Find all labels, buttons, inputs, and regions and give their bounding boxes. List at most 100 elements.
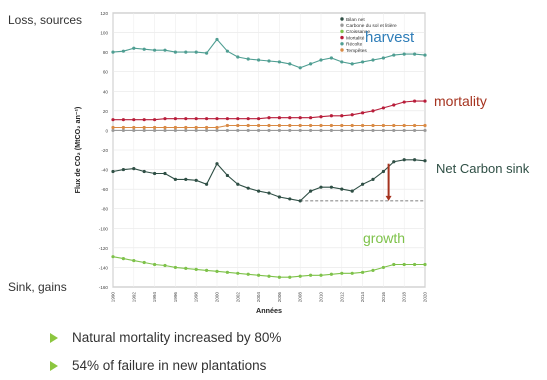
- legend-marker-recolte: [340, 42, 344, 46]
- x-tick-label: 1994: [152, 292, 157, 303]
- series-point-mortalite: [381, 106, 385, 110]
- carbon-flux-chart: 120 100 80 60 40 20 0 -20 -40 -60 -80 -100 -120 -140 -…: [73, 11, 530, 315]
- series-point-carbone: [413, 128, 417, 133]
- series-point-croissance: [225, 270, 229, 274]
- y-tick-label: -20: [101, 148, 108, 153]
- series-point-croissance: [392, 262, 396, 267]
- bullet-item: 54% of failure in new plantations: [50, 358, 266, 373]
- series-point-tempetes: [392, 123, 396, 128]
- y-tick-label: -80: [101, 207, 108, 212]
- series-point-recolte: [121, 49, 125, 53]
- series-point-carbone: [194, 128, 198, 133]
- series-point-croissance: [142, 260, 146, 265]
- series-point-carbone: [205, 128, 209, 133]
- x-axis-label: Années: [256, 306, 282, 315]
- series-point-carbone: [319, 128, 323, 133]
- series-point-mortalite: [413, 99, 417, 103]
- series-point-carbone: [361, 128, 365, 133]
- legend-marker-carbone: [340, 23, 344, 27]
- series-point-croissance: [163, 263, 167, 268]
- series-point-croissance: [413, 262, 417, 267]
- series-point-mortalite: [205, 117, 209, 121]
- y-tick-label: -60: [101, 187, 108, 192]
- series-point-carbone: [329, 128, 333, 133]
- legend-marker-bilan: [340, 17, 344, 21]
- series-point-mortalite: [121, 118, 125, 122]
- series-point-bilan: [246, 186, 250, 190]
- series-point-mortalite: [153, 118, 157, 122]
- series-point-carbone: [173, 128, 177, 133]
- y-tick-label: 20: [103, 109, 109, 114]
- series-point-mortalite: [163, 117, 167, 121]
- series-point-croissance: [361, 270, 365, 274]
- series-point-carbone: [340, 128, 344, 133]
- series-point-mortalite: [423, 99, 427, 103]
- series-point-recolte: [298, 66, 302, 70]
- series-point-carbone: [246, 128, 250, 133]
- series-point-carbone: [288, 128, 292, 133]
- series-point-croissance: [298, 274, 302, 278]
- series-point-mortalite: [319, 115, 323, 119]
- bullet-text: Natural mortality increased by 80%: [72, 330, 282, 345]
- series-point-croissance: [184, 266, 188, 271]
- series-point-recolte: [381, 56, 385, 60]
- series-point-tempetes: [329, 123, 333, 128]
- series-point-bilan: [350, 189, 354, 193]
- series-point-recolte: [277, 60, 281, 64]
- y-tick-label: 60: [103, 70, 109, 75]
- series-point-mortalite: [288, 116, 292, 120]
- series-point-tempetes: [111, 125, 115, 130]
- bullet-item: Natural mortality increased by 80%: [50, 330, 281, 345]
- series-point-mortalite: [225, 117, 229, 121]
- series-point-croissance: [132, 258, 136, 263]
- series-point-carbone: [277, 128, 281, 133]
- series-point-mortalite: [392, 103, 396, 107]
- series-point-bilan: [205, 182, 209, 186]
- series-point-croissance: [194, 267, 198, 271]
- legend-entry: Bilan net: [346, 17, 365, 23]
- series-point-recolte: [184, 50, 188, 54]
- series-point-tempetes: [132, 125, 136, 130]
- series-point-recolte: [215, 37, 219, 42]
- x-tick-label: 2006: [277, 292, 282, 303]
- series-point-bilan: [267, 191, 271, 195]
- series-point-croissance: [423, 262, 427, 267]
- series-point-recolte: [371, 58, 375, 62]
- x-tick-label: 2008: [298, 292, 303, 303]
- series-point-bilan: [194, 178, 198, 182]
- series-point-mortalite: [340, 114, 344, 118]
- series-point-tempetes: [361, 123, 365, 128]
- series-point-recolte: [236, 55, 240, 59]
- series-point-croissance: [246, 272, 250, 276]
- series-point-mortalite: [371, 109, 375, 113]
- legend-marker-tempetes: [340, 48, 344, 52]
- series-point-tempetes: [205, 125, 209, 130]
- series-point-bilan: [225, 173, 229, 178]
- series-point-recolte: [309, 62, 313, 66]
- y-axis-label: Flux de CO₂ (MtCO₂ an⁻¹): [73, 106, 82, 193]
- series-point-tempetes: [215, 125, 219, 130]
- series-point-tempetes: [194, 125, 198, 130]
- series-point-croissance: [153, 262, 157, 267]
- series-point-carbone: [350, 128, 354, 133]
- series-point-recolte: [413, 52, 417, 56]
- series-point-recolte: [392, 53, 396, 57]
- x-tick-label: 2016: [381, 292, 386, 303]
- series-point-mortalite: [142, 118, 146, 122]
- series-point-tempetes: [142, 125, 146, 130]
- series-point-recolte: [319, 58, 323, 62]
- series-point-mortalite: [267, 116, 271, 120]
- series-point-recolte: [111, 50, 115, 54]
- series-point-bilan: [381, 169, 385, 174]
- x-tick-label: 2020: [423, 292, 428, 303]
- series-point-bilan: [361, 182, 365, 186]
- series-point-tempetes: [413, 123, 417, 128]
- series-point-mortalite: [329, 114, 333, 118]
- series-point-mortalite: [298, 116, 302, 120]
- series-point-carbone: [163, 128, 167, 133]
- series-point-bilan: [184, 177, 188, 181]
- series-point-bilan: [340, 187, 344, 191]
- series-point-tempetes: [288, 123, 292, 128]
- series-point-bilan: [132, 166, 136, 171]
- series-point-mortalite: [132, 118, 136, 122]
